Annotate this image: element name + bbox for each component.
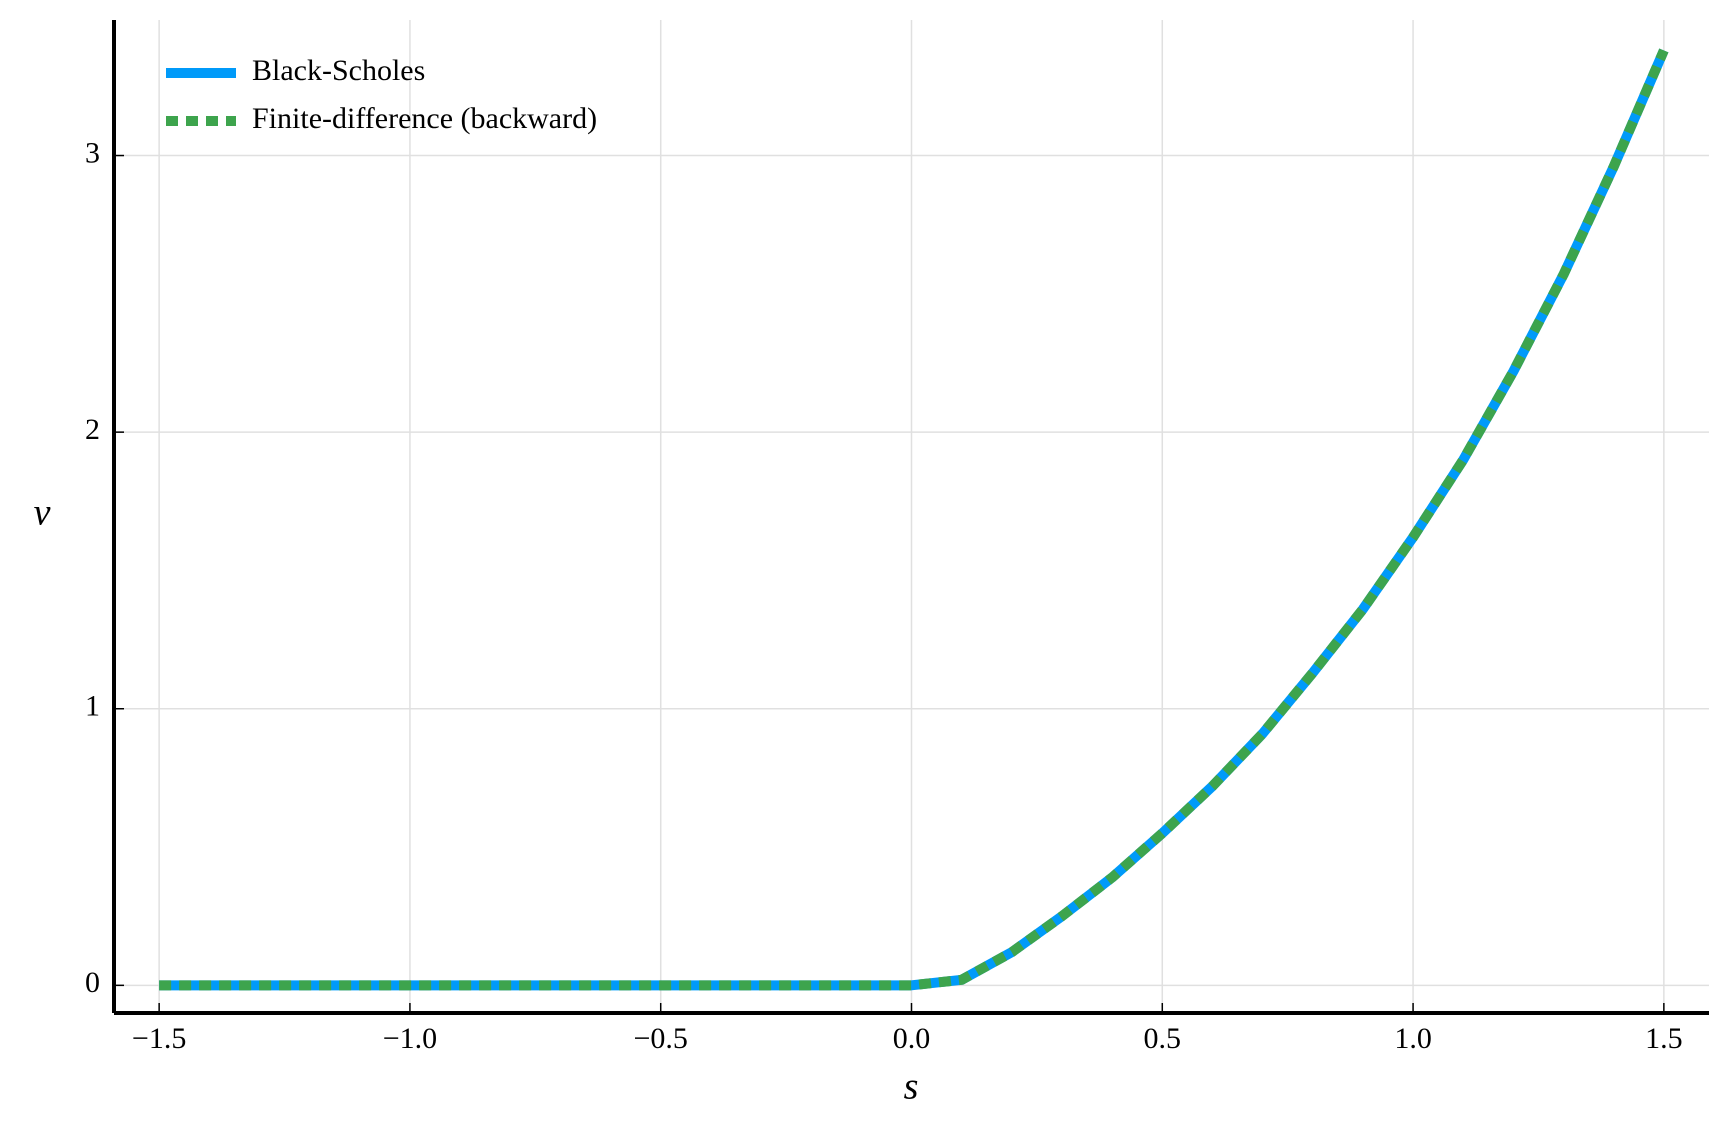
y-tick-label: 3 [85,136,100,169]
x-axis-title: s [904,1066,919,1108]
y-axis-title: v [34,492,51,534]
legend-label: Finite-difference (backward) [252,102,597,135]
x-tick-label: −1.0 [383,1022,437,1055]
x-tick-label: 0.0 [893,1022,931,1055]
y-tick-label: 0 [85,966,100,999]
legend-label: Black-Scholes [252,54,425,87]
x-tick-label: 1.0 [1394,1022,1432,1055]
x-tick-label: −1.5 [132,1022,186,1055]
y-tick-label: 1 [85,690,100,723]
series-line [159,48,1669,991]
x-tick-label: 1.5 [1645,1022,1683,1055]
x-tick-label: −0.5 [634,1022,688,1055]
x-tick-label: 0.5 [1144,1022,1182,1055]
y-tick-label: 2 [85,413,100,446]
